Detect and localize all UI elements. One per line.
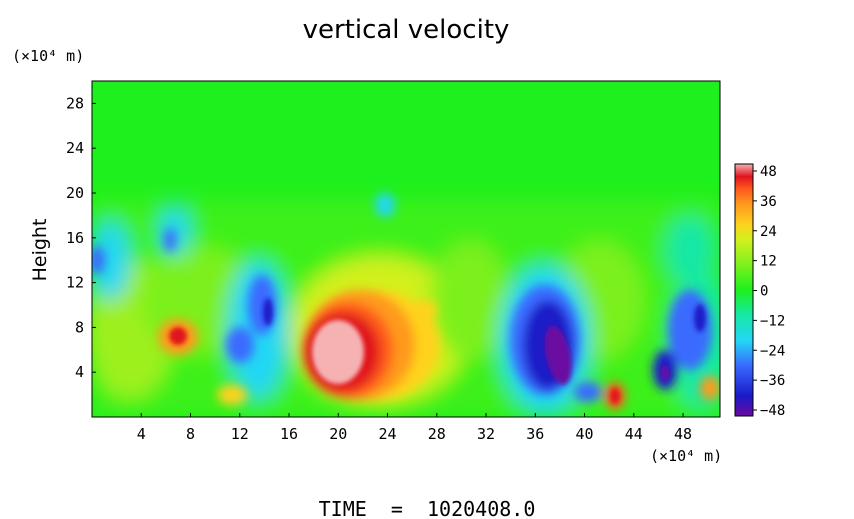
x-tick-label: 40 xyxy=(576,425,594,443)
y-unit-label: (×10⁴ m) xyxy=(12,47,84,65)
colorbar-tick-label: 48 xyxy=(760,164,777,180)
x-tick-label: 20 xyxy=(329,425,347,443)
time-footer: TIME = 1020408.0 xyxy=(319,497,536,519)
colorbar-tick-label: −12 xyxy=(760,313,785,329)
colorbar-tick-label: −48 xyxy=(760,403,785,419)
y-axis-ticks: 4 8 12 16 20 24 28 xyxy=(66,94,96,381)
colorbar-tick-label: −36 xyxy=(760,373,785,389)
velocity-field xyxy=(92,81,720,417)
colorbar-ticks: 48 36 24 12 0 −12 −24 −36 −48 xyxy=(753,164,785,419)
x-axis-ticks: 4 8 12 16 20 24 28 32 36 40 44 48 xyxy=(137,413,692,443)
colorbar-tick-label: 12 xyxy=(760,254,777,270)
y-tick-label: 12 xyxy=(66,274,84,292)
chart-title: vertical velocity xyxy=(303,15,510,45)
y-tick-label: 4 xyxy=(75,363,84,381)
x-tick-label: 16 xyxy=(280,425,298,443)
y-tick-label: 28 xyxy=(66,94,84,112)
x-tick-label: 8 xyxy=(186,425,195,443)
y-tick-label: 24 xyxy=(66,139,84,157)
x-tick-label: 28 xyxy=(428,425,446,443)
colorbar-tick-label: 24 xyxy=(760,224,777,240)
x-unit-label: (×10⁴ m) xyxy=(650,447,722,465)
y-axis-label: Height xyxy=(29,219,51,282)
x-tick-label: 24 xyxy=(378,425,396,443)
y-tick-label: 20 xyxy=(66,184,84,202)
x-tick-label: 4 xyxy=(137,425,146,443)
x-tick-label: 44 xyxy=(625,425,643,443)
plot-frame xyxy=(91,80,721,418)
x-tick-label: 36 xyxy=(526,425,544,443)
colorbar-tick-label: 0 xyxy=(760,284,768,300)
x-tick-label: 48 xyxy=(674,425,692,443)
colorbar-tick-label: 36 xyxy=(760,194,777,210)
colorbar-tick-label: −24 xyxy=(760,343,785,359)
colorbar xyxy=(734,163,754,417)
y-tick-label: 8 xyxy=(75,318,84,336)
y-tick-label: 16 xyxy=(66,229,84,247)
x-tick-label: 32 xyxy=(477,425,495,443)
x-tick-label: 12 xyxy=(231,425,249,443)
